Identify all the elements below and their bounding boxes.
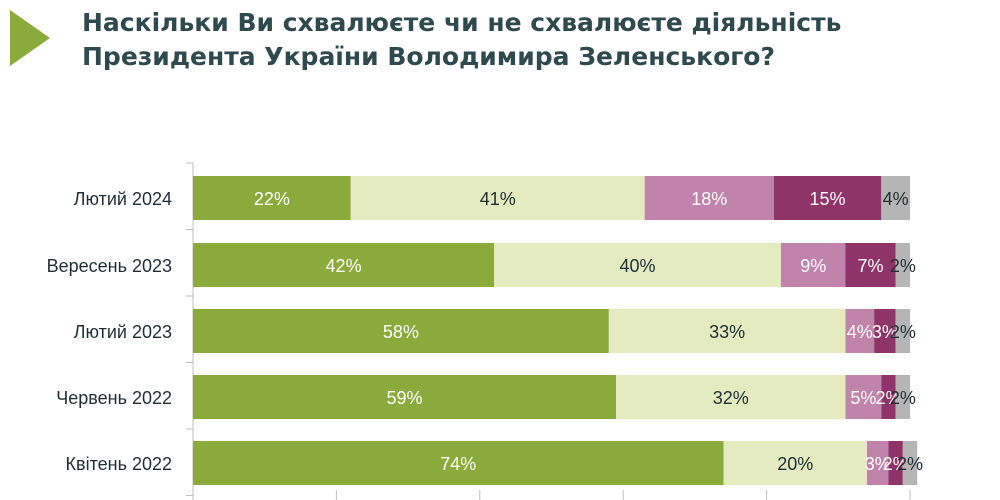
bar-segment: [845, 309, 875, 353]
data-label: 32%: [713, 388, 749, 408]
bar-segment: [773, 176, 882, 220]
bar-segment: [494, 243, 781, 287]
data-label: 2%: [875, 388, 901, 408]
data-label: 58%: [383, 322, 419, 342]
data-label: 33%: [709, 322, 745, 342]
data-label: 2%: [890, 322, 916, 342]
bar-segment: [866, 441, 889, 485]
data-label: 3%: [865, 454, 891, 474]
category-label: Квітень 2022: [66, 454, 172, 474]
bar-segment: [723, 441, 867, 485]
bar-segment: [895, 375, 910, 419]
bar-segment: [888, 441, 903, 485]
bar-segment: [608, 309, 846, 353]
data-label: 4%: [883, 189, 909, 209]
data-label: 40%: [620, 256, 656, 276]
data-label: 2%: [890, 388, 916, 408]
data-label: 2%: [883, 454, 909, 474]
bar-segment: [193, 375, 617, 419]
bar-segment: [845, 243, 896, 287]
data-label: 2%: [890, 256, 916, 276]
data-label: 41%: [480, 189, 516, 209]
bar-segment: [895, 309, 910, 353]
bar-segment: [895, 243, 910, 287]
data-label: 18%: [691, 189, 727, 209]
data-label: 74%: [440, 454, 476, 474]
bar-segment: [874, 309, 896, 353]
data-label: 4%: [847, 322, 873, 342]
bar-segment: [616, 375, 846, 419]
bar-segment: [845, 375, 882, 419]
title-line-2: Президента України Володимира Зеленськог…: [82, 42, 775, 71]
bar-segment: [193, 441, 724, 485]
category-label: Лютий 2023: [74, 322, 172, 342]
bar-segment: [193, 243, 495, 287]
data-label: 15%: [810, 189, 846, 209]
title-line-1: Наскільки Ви схвалюєте чи не схвалюєте д…: [82, 8, 842, 37]
bar-segment: [193, 176, 351, 220]
category-label: Вересень 2023: [47, 256, 172, 276]
data-label: 22%: [254, 189, 290, 209]
arrow-icon: [10, 10, 50, 66]
bar-segment: [350, 176, 645, 220]
data-label: 7%: [858, 256, 884, 276]
data-label: 42%: [326, 256, 362, 276]
data-label: 2%: [897, 454, 923, 474]
data-label: 20%: [777, 454, 813, 474]
category-label: Червень 2022: [56, 388, 172, 408]
bar-segment: [902, 441, 918, 485]
bar-segment: [881, 375, 896, 419]
bar-segment: [644, 176, 774, 220]
data-label: 5%: [850, 388, 876, 408]
chart-title: Наскільки Ви схвалюєте чи не схвалюєте д…: [82, 6, 841, 74]
data-label: 59%: [386, 388, 422, 408]
bar-segment: [780, 243, 846, 287]
category-label: Лютий 2024: [74, 189, 172, 209]
data-label: 3%: [872, 322, 898, 342]
bar-segment: [881, 176, 910, 220]
data-label: 9%: [800, 256, 826, 276]
bar-segment: [193, 309, 609, 353]
